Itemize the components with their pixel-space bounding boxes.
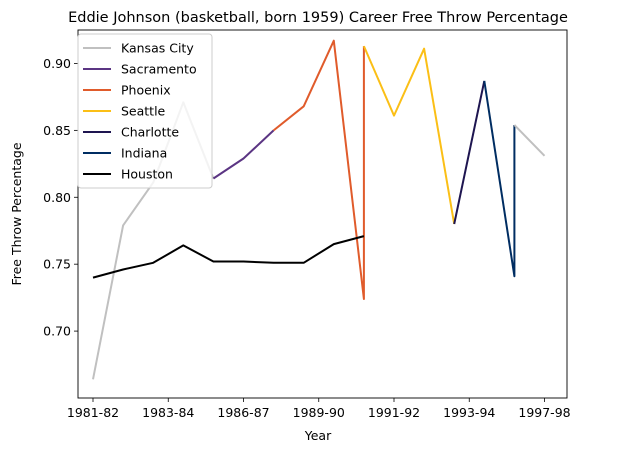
- legend-label-indiana: Indiana: [121, 146, 167, 161]
- legend-label-kansas-city: Kansas City: [121, 41, 194, 56]
- series-line-phoenix: [272, 39, 365, 300]
- series-line-houston: [92, 235, 365, 279]
- x-axis: 1981-82 1983-84 1986-87 1989-90 1991-92 1993-…: [67, 398, 571, 420]
- y-tick-label: 0.75: [43, 257, 71, 272]
- y-tick-label: 0.80: [43, 190, 71, 205]
- x-tick-label: 1983-84: [142, 405, 194, 420]
- legend-label-seattle: Seattle: [121, 104, 166, 119]
- legend-label-sacramento: Sacramento: [121, 62, 197, 77]
- x-tick-label: 1991-92: [368, 405, 420, 420]
- legend-frame: [77, 33, 213, 189]
- chart-title: Eddie Johnson (basketball, born 1959) Ca…: [68, 10, 568, 26]
- series-line-charlotte: [453, 80, 486, 225]
- plot-frame: [77, 29, 568, 399]
- legend-label-phoenix: Phoenix: [121, 83, 171, 98]
- y-tick-label: 0.70: [43, 324, 71, 339]
- y-tick-label: 0.90: [43, 56, 71, 71]
- series-line-segment: [513, 124, 546, 157]
- x-axis-label: Year: [304, 428, 332, 443]
- x-tick-label: 1997-98: [518, 405, 570, 420]
- series-line-indiana: [483, 80, 516, 278]
- series-line-seattle: [362, 45, 456, 225]
- legend-label-charlotte: Charlotte: [121, 125, 179, 140]
- series-line-sacramento: [212, 129, 275, 180]
- x-tick-label: 1993-94: [443, 405, 495, 420]
- x-tick-label: 1989-90: [293, 405, 345, 420]
- legend: Kansas City Sacramento Phoenix Seattle Charl…: [77, 33, 213, 189]
- legend-label-houston: Houston: [121, 167, 173, 182]
- y-axis: 0.70 0.75 0.80 0.85 0.90: [43, 56, 78, 339]
- y-tick-label: 0.85: [43, 123, 71, 138]
- x-tick-label: 1981-82: [67, 405, 119, 420]
- x-tick-label: 1986-87: [217, 405, 269, 420]
- y-axis-label: Free Throw Percentage: [9, 142, 24, 285]
